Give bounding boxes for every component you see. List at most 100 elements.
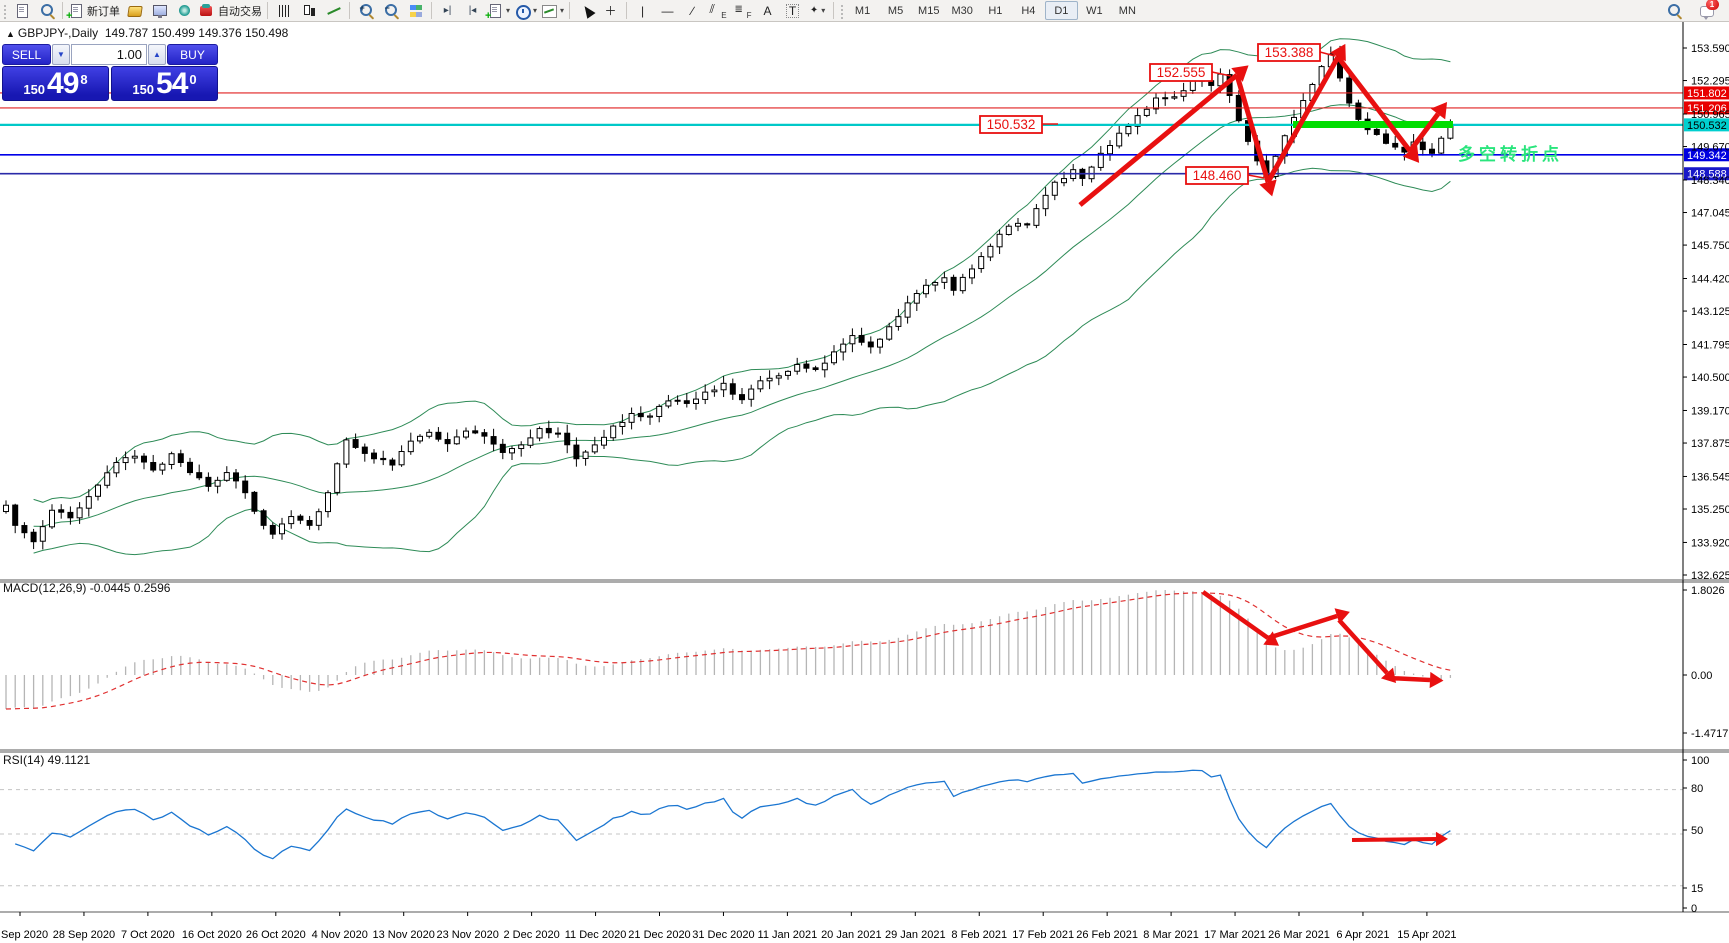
candle-up	[821, 362, 828, 371]
candle-down	[196, 472, 203, 479]
bollinger-bands	[33, 38, 1451, 556]
candle-down	[30, 531, 37, 543]
monitor-icon	[152, 3, 168, 19]
periods-button[interactable]: ▾	[512, 1, 539, 20]
toolbar-drag-handle[interactable]	[839, 2, 845, 19]
candle-up	[748, 388, 755, 400]
hline-151.802[interactable]: 151.802	[0, 86, 1729, 100]
volume-input[interactable]: 1.00	[71, 44, 147, 65]
text-icon: A	[763, 3, 772, 18]
candle-down	[545, 427, 552, 434]
indicators-button[interactable]: ▾	[539, 1, 566, 20]
candle-up	[417, 435, 423, 442]
chart-shift-button[interactable]: ▸|	[435, 1, 460, 20]
candle-up	[877, 338, 883, 348]
new-order-button[interactable]: + 新订单	[66, 1, 122, 21]
dropdown-caret-icon: ▾	[506, 5, 511, 15]
candle-up	[104, 472, 111, 486]
horizontal-line-icon: —	[661, 3, 674, 18]
annotation-label-152.555[interactable]: 152.555	[1149, 63, 1232, 82]
candle-up	[1438, 137, 1445, 154]
bollinger-lower	[33, 167, 1451, 556]
vertical-line-tool-button[interactable]: |	[630, 1, 655, 20]
volume-increase-button[interactable]: ▲	[148, 44, 166, 65]
hline-149.342[interactable]: 149.342	[0, 148, 1729, 162]
label-tool-button[interactable]: T	[780, 1, 805, 20]
date-tick-label: 31 Dec 2020	[692, 929, 754, 941]
candle-up	[1061, 178, 1067, 184]
timeframe-h4-button[interactable]: H4	[1021, 4, 1036, 17]
toolbar-drag-handle[interactable]	[2, 2, 7, 19]
notifications-button[interactable]: 1	[1694, 0, 1719, 20]
rsi-line	[14, 769, 1451, 860]
chart-window-button[interactable]	[9, 1, 34, 20]
candle-up	[610, 425, 617, 439]
candle-up	[923, 284, 929, 295]
buy-button[interactable]: BUY	[167, 44, 218, 65]
date-tick-label: 26 Oct 2020	[246, 929, 306, 941]
timeframe-w1-button[interactable]: W1	[1086, 4, 1103, 17]
autotrading-button[interactable]: 自动交易	[197, 1, 264, 20]
trendline-tool-button[interactable]: ∕	[680, 1, 705, 20]
candle-down	[1383, 133, 1389, 144]
annotation-label-150.532[interactable]: 150.532	[979, 115, 1058, 134]
zoom-in-button[interactable]: +	[353, 1, 378, 20]
buy-quote-panel[interactable]: 150 54 0	[111, 66, 218, 101]
candle-up	[168, 453, 175, 465]
cn-note-text[interactable]: 多空转折点	[1458, 144, 1563, 164]
candle-down	[352, 439, 359, 448]
timeframe-m15-button[interactable]: M15	[918, 4, 940, 17]
chart-shift-icon: ▸|	[443, 5, 452, 16]
terminal-button[interactable]	[147, 1, 172, 20]
price-tick-label: 144.420	[1691, 274, 1729, 286]
candle-up	[223, 472, 230, 481]
candle-down	[1419, 141, 1426, 151]
volume-decrease-button[interactable]: ▼	[52, 44, 70, 65]
new-chart-button[interactable]: + ▾	[485, 1, 512, 21]
auto-scroll-button[interactable]: |◂	[460, 1, 485, 20]
autotrading-label: 自动交易	[218, 5, 262, 18]
annotation-label-148.460[interactable]: 148.460	[1185, 166, 1265, 185]
date-tick-label: 26 Feb 2021	[1076, 929, 1138, 941]
auto-scroll-icon: |◂	[468, 5, 477, 16]
date-tick-label: 23 Nov 2020	[436, 929, 498, 941]
candle-up	[904, 302, 911, 318]
candle-up	[785, 370, 791, 376]
tile-windows-button[interactable]	[403, 1, 428, 20]
green-zone-bar[interactable]	[1293, 121, 1453, 128]
timeframe-h1-button[interactable]: H1	[988, 4, 1003, 17]
timeframe-d1-button[interactable]: D1	[1044, 1, 1078, 20]
macd-histogram	[5, 590, 1452, 709]
candle-down	[1024, 223, 1031, 226]
hline-148.588[interactable]: 148.588	[0, 167, 1729, 181]
candle-up	[591, 444, 598, 453]
timeframe-mn-button[interactable]: MN	[1118, 4, 1136, 17]
horizontal-line-tool-button[interactable]: —	[655, 1, 680, 20]
candle-up	[398, 451, 405, 466]
macd-annotation-arrows[interactable]	[1201, 590, 1444, 689]
sell-quote-panel[interactable]: 150 49 8	[2, 66, 109, 101]
text-tool-button[interactable]: A	[755, 1, 780, 20]
signals-button[interactable]	[172, 1, 197, 20]
timeframe-m5-button[interactable]: M5	[887, 4, 904, 17]
channel-tool-button[interactable]: ⫽ E	[705, 1, 730, 20]
crosshair-tool-button[interactable]: ＋	[598, 1, 623, 20]
fibonacci-tool-button[interactable]: ≣ F	[730, 1, 755, 20]
price-badge-label: 149.342	[1687, 150, 1727, 162]
timeframe-m30-button[interactable]: M30	[951, 4, 973, 17]
candlestick-button[interactable]	[296, 1, 321, 20]
hline-151.206[interactable]: 151.206	[0, 101, 1729, 115]
bar-chart-button[interactable]	[271, 1, 296, 20]
timeframe-m1-button[interactable]: M1	[854, 4, 871, 17]
candle-up	[1033, 208, 1040, 226]
arrows-tool-button[interactable]: ✦ ▾	[805, 1, 830, 20]
zoom-out-button[interactable]: −	[378, 1, 403, 20]
trend-zigzag-arrows[interactable]	[1078, 43, 1448, 207]
annotation-label-153.388[interactable]: 153.388	[1257, 43, 1336, 62]
rsi-annotation-arrow[interactable]	[1351, 831, 1448, 847]
search-button[interactable]	[1661, 1, 1686, 20]
sell-button[interactable]: SELL	[2, 44, 51, 65]
market-watch-button[interactable]	[34, 1, 59, 20]
chart-window-icon	[14, 3, 30, 19]
